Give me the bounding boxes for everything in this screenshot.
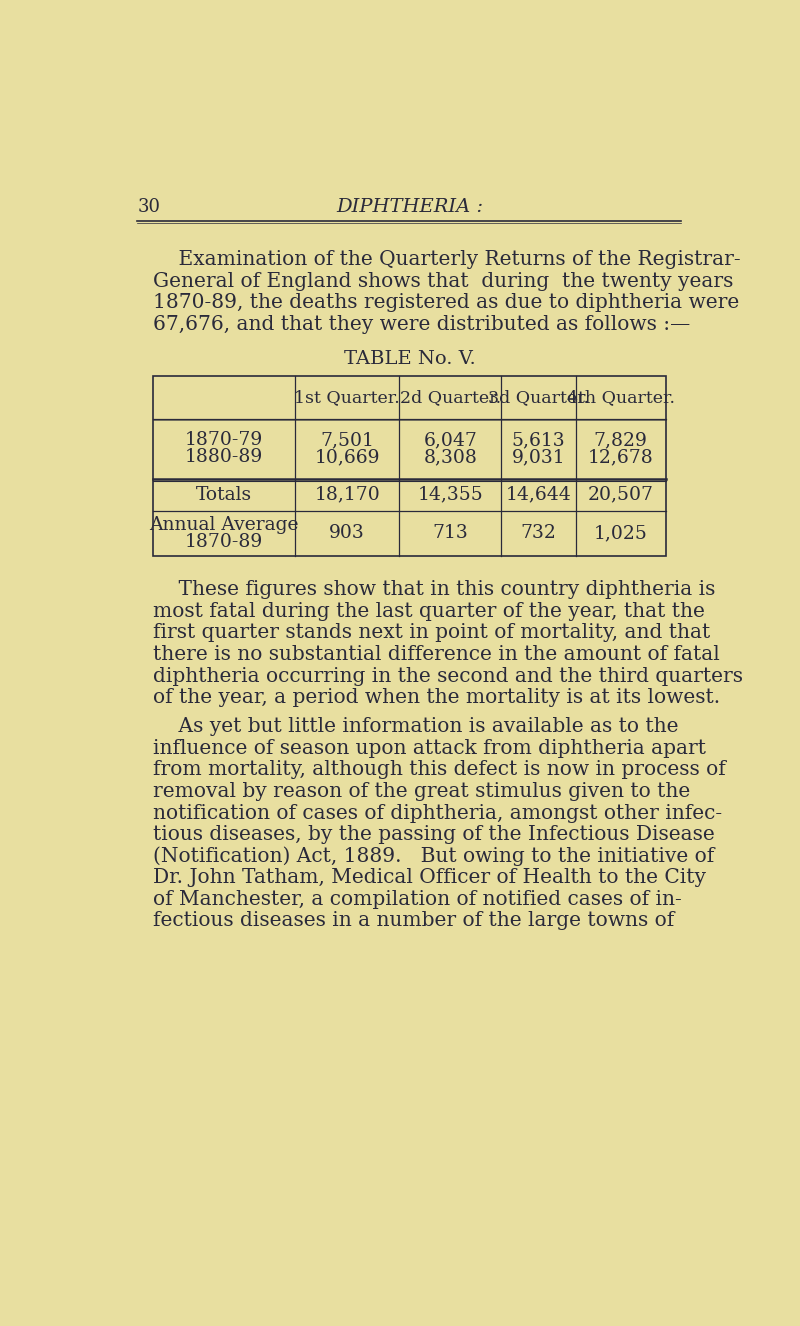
Text: 6,047: 6,047 [423, 431, 478, 450]
Text: 3d Quarter.: 3d Quarter. [488, 389, 590, 406]
Text: 7,501: 7,501 [320, 431, 374, 450]
Text: 2d Quarter.: 2d Quarter. [400, 389, 501, 406]
Text: Examination of the Quarterly Returns of the Registrar-: Examination of the Quarterly Returns of … [153, 251, 740, 269]
Text: 1870-89, the deaths registered as due to diphtheria were: 1870-89, the deaths registered as due to… [153, 293, 739, 312]
Text: 713: 713 [433, 524, 468, 542]
Text: notification of cases of diphtheria, amongst other infec-: notification of cases of diphtheria, amo… [153, 804, 722, 822]
Text: first quarter stands next in point of mortality, and that: first quarter stands next in point of mo… [153, 623, 710, 642]
Text: General of England shows that  during  the twenty years: General of England shows that during the… [153, 272, 733, 290]
Text: 4th Quarter.: 4th Quarter. [567, 389, 675, 406]
Text: 14,644: 14,644 [506, 485, 571, 504]
Text: 1880-89: 1880-89 [185, 448, 263, 467]
Text: DIPHTHERIA :: DIPHTHERIA : [337, 198, 483, 216]
Text: removal by reason of the great stimulus given to the: removal by reason of the great stimulus … [153, 782, 690, 801]
Text: 5,613: 5,613 [512, 431, 566, 450]
Text: 7,829: 7,829 [594, 431, 648, 450]
Text: of Manchester, a compilation of notified cases of in-: of Manchester, a compilation of notified… [153, 890, 682, 908]
Text: 20,507: 20,507 [588, 485, 654, 504]
Text: These figures show that in this country diphtheria is: These figures show that in this country … [153, 581, 715, 599]
Text: Dr. John Tatham, Medical Officer of Health to the City: Dr. John Tatham, Medical Officer of Heal… [153, 869, 706, 887]
Text: from mortality, although this defect is now in process of: from mortality, although this defect is … [153, 761, 726, 780]
Text: 67,676, and that they were distributed as follows :—: 67,676, and that they were distributed a… [153, 314, 690, 334]
Text: of the year, a period when the mortality is at its lowest.: of the year, a period when the mortality… [153, 688, 720, 707]
Text: 8,308: 8,308 [423, 448, 478, 467]
Text: Totals: Totals [196, 485, 252, 504]
Text: 1870-89: 1870-89 [185, 533, 263, 550]
Text: 12,678: 12,678 [588, 448, 654, 467]
Text: 14,355: 14,355 [418, 485, 483, 504]
Text: 732: 732 [521, 524, 557, 542]
Text: tious diseases, by the passing of the Infectious Disease: tious diseases, by the passing of the In… [153, 825, 714, 845]
Text: 1,025: 1,025 [594, 524, 648, 542]
Text: diphtheria occurring in the second and the third quarters: diphtheria occurring in the second and t… [153, 667, 742, 686]
Text: 30: 30 [138, 198, 160, 216]
Text: influence of season upon attack from diphtheria apart: influence of season upon attack from dip… [153, 739, 706, 758]
Bar [153, 377, 666, 556]
Text: fectious diseases in a number of the large towns of: fectious diseases in a number of the lar… [153, 911, 674, 931]
Text: TABLE No. V.: TABLE No. V. [344, 350, 476, 369]
Text: 18,170: 18,170 [314, 485, 380, 504]
Text: As yet but little information is available as to the: As yet but little information is availab… [153, 717, 678, 736]
Text: Annual Average: Annual Average [150, 516, 298, 534]
Text: there is no substantial difference in the amount of fatal: there is no substantial difference in th… [153, 644, 719, 664]
Text: 1870-79: 1870-79 [185, 431, 263, 450]
Text: 10,669: 10,669 [314, 448, 380, 467]
Text: most fatal during the last quarter of the year, that the: most fatal during the last quarter of th… [153, 602, 705, 621]
Text: (Notification) Act, 1889.   But owing to the initiative of: (Notification) Act, 1889. But owing to t… [153, 847, 714, 866]
Text: 1st Quarter.: 1st Quarter. [294, 389, 400, 406]
Text: 903: 903 [330, 524, 365, 542]
Text: 9,031: 9,031 [512, 448, 566, 467]
